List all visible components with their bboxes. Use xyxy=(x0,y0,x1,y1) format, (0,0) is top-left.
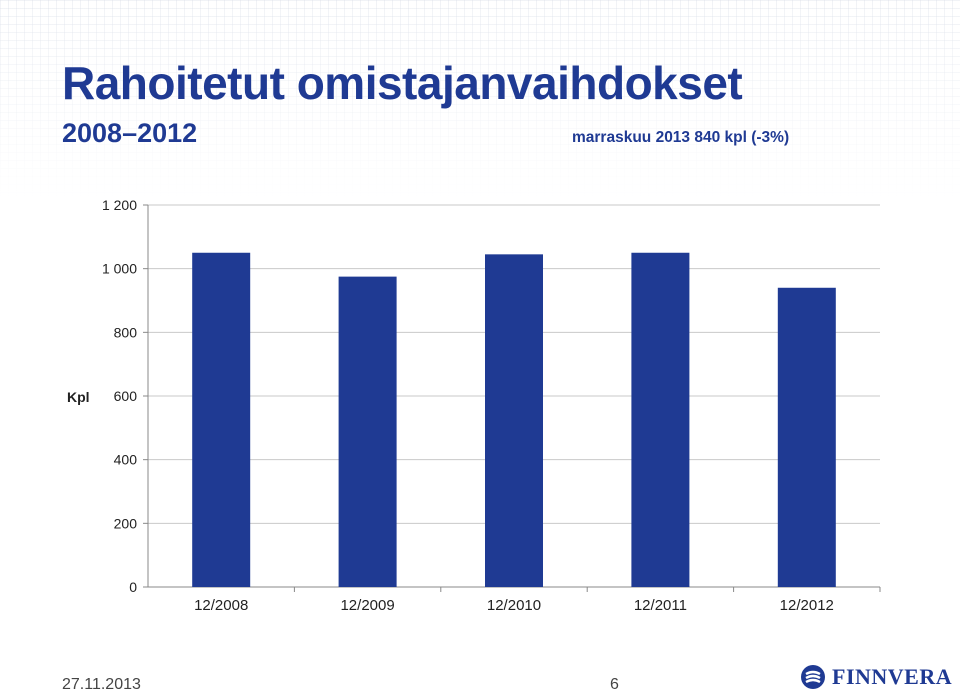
bar xyxy=(338,276,397,587)
page-subtitle: 2008–2012 xyxy=(62,118,198,148)
logo-text: FINNVERA xyxy=(832,664,953,689)
x-tick-label: 12/2010 xyxy=(487,597,541,614)
background-grid xyxy=(0,0,960,200)
finnvera-logo-icon xyxy=(801,665,825,689)
y-tick-label: 200 xyxy=(114,515,138,531)
bar-chart: 0 200 400 600 800 1 000 1 200 Kpl 12/2008 12/2009… xyxy=(67,197,881,614)
y-tick-label: 1 200 xyxy=(102,197,137,213)
y-tick-label: 1 000 xyxy=(102,261,137,277)
y-tick-label: 0 xyxy=(129,579,137,595)
page-number: 6 xyxy=(610,676,619,693)
y-axis-label: Kpl xyxy=(67,389,90,405)
page-title: Rahoitetut omistajanvaihdokset xyxy=(62,57,743,109)
chart-note: marraskuu 2013 840 kpl (-3%) xyxy=(572,129,790,146)
bar xyxy=(485,254,543,587)
y-tick-label: 400 xyxy=(114,452,138,468)
y-tick-label: 800 xyxy=(114,324,138,340)
x-tick-label: 12/2009 xyxy=(340,597,394,614)
x-tick-label: 12/2012 xyxy=(780,597,834,614)
bar xyxy=(631,252,690,587)
x-tick-label: 12/2008 xyxy=(194,597,248,614)
bar xyxy=(777,287,836,587)
y-tick-label: 600 xyxy=(114,388,138,404)
footer-date: 27.11.2013 xyxy=(62,676,141,693)
x-tick-label: 12/2011 xyxy=(634,597,687,614)
finnvera-logo: FINNVERA xyxy=(800,664,952,690)
bar xyxy=(192,252,251,587)
